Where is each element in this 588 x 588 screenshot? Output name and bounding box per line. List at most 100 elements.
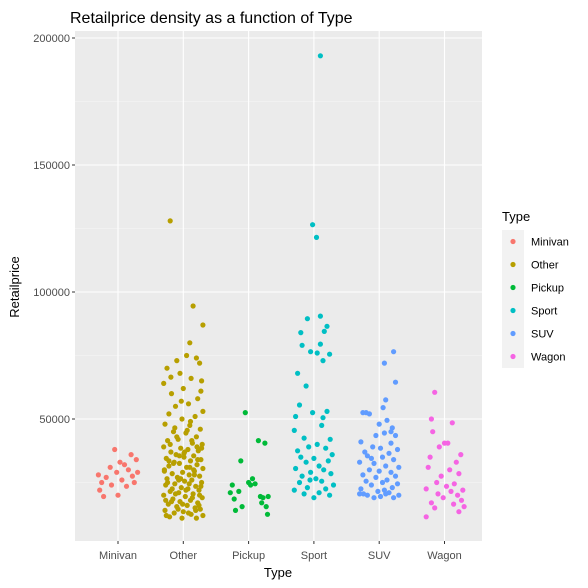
- data-point-wagon: [448, 488, 454, 494]
- data-point-sport: [330, 482, 337, 488]
- data-point-other: [172, 491, 179, 497]
- data-point-other: [172, 425, 178, 431]
- data-point-other: [169, 486, 175, 492]
- data-point-suv: [391, 457, 397, 463]
- data-point-other: [179, 416, 185, 422]
- legend-item-wagon: Wagon: [502, 345, 565, 368]
- data-point-other: [182, 493, 188, 500]
- chart-title: Retailprice density as a function of Typ…: [70, 10, 353, 27]
- data-point-pickup: [263, 504, 269, 510]
- data-point-other: [176, 460, 182, 466]
- major-gridlines: [75, 31, 482, 541]
- data-point-sport: [324, 408, 330, 414]
- data-point-other: [187, 418, 194, 425]
- data-point-other: [182, 478, 188, 484]
- data-point-minivan: [114, 469, 120, 475]
- data-point-sport: [317, 313, 323, 319]
- data-point-suv: [392, 379, 399, 385]
- data-point-wagon: [423, 514, 429, 520]
- data-point-pickup: [239, 504, 245, 510]
- data-point-pickup: [252, 481, 258, 487]
- data-point-wagon: [460, 487, 466, 493]
- data-point-suv: [368, 482, 374, 488]
- data-point-sport: [329, 452, 335, 458]
- data-point-suv: [371, 460, 377, 466]
- data-point-pickup: [255, 438, 261, 444]
- data-point-sport: [313, 234, 320, 240]
- legend-label: Sport: [531, 306, 557, 318]
- data-point-suv: [383, 463, 389, 469]
- data-point-wagon: [425, 464, 431, 470]
- x-tick-label: Minivan: [99, 550, 137, 562]
- data-point-minivan: [129, 473, 135, 479]
- data-point-sport: [304, 316, 310, 322]
- data-point-suv: [358, 486, 364, 492]
- data-point-suv: [377, 493, 384, 500]
- data-point-other: [194, 444, 200, 450]
- data-point-wagon: [458, 497, 465, 503]
- data-point-suv: [363, 478, 369, 484]
- data-point-other: [183, 487, 189, 493]
- data-point-other: [199, 378, 205, 384]
- data-point-other: [186, 472, 192, 478]
- y-axis-title: Retailprice: [7, 256, 22, 317]
- x-axis-title: Type: [264, 565, 292, 580]
- data-point-other: [194, 462, 200, 468]
- data-point-other: [172, 481, 178, 487]
- data-point-other: [180, 509, 186, 515]
- data-point-wagon: [428, 500, 434, 506]
- data-point-other: [177, 370, 183, 376]
- data-point-other: [163, 512, 169, 519]
- data-point-other: [169, 471, 175, 477]
- data-point-suv: [358, 439, 364, 445]
- data-point-other: [179, 515, 185, 521]
- data-point-sport: [306, 444, 312, 450]
- data-point-wagon: [440, 495, 446, 501]
- data-point-sport: [298, 454, 304, 460]
- data-point-sport: [314, 441, 320, 447]
- data-point-other: [200, 465, 206, 472]
- data-point-suv: [384, 477, 390, 483]
- legend-label: Other: [531, 260, 559, 272]
- data-point-other: [176, 453, 182, 459]
- y-axis: 50000 100000 150000 200000: [33, 33, 75, 426]
- data-point-sport: [310, 222, 316, 228]
- data-point-wagon: [435, 491, 441, 497]
- data-point-sport: [316, 490, 322, 496]
- data-point-wagon: [427, 454, 433, 460]
- data-point-wagon: [458, 452, 464, 458]
- data-point-wagon: [428, 416, 434, 422]
- data-point-sport: [319, 422, 325, 428]
- data-point-sport: [313, 476, 319, 482]
- data-point-other: [181, 450, 187, 456]
- data-point-pickup: [231, 496, 237, 502]
- data-point-wagon: [423, 486, 429, 492]
- data-point-minivan: [97, 487, 103, 493]
- data-point-sport: [324, 323, 330, 329]
- data-point-other: [193, 434, 199, 440]
- data-point-wagon: [461, 504, 467, 510]
- data-point-pickup: [259, 500, 265, 506]
- data-point-other: [166, 458, 172, 464]
- data-point-sport: [325, 458, 331, 464]
- data-point-other: [191, 472, 197, 478]
- data-point-sport: [320, 358, 326, 364]
- data-point-suv: [373, 432, 379, 439]
- data-point-sport: [307, 477, 313, 483]
- data-point-other: [197, 426, 203, 432]
- data-point-sport: [319, 478, 325, 484]
- data-point-suv: [396, 492, 402, 498]
- data-point-minivan: [107, 464, 113, 470]
- data-point-sport: [317, 53, 323, 59]
- data-point-other: [200, 322, 206, 328]
- data-point-sport: [323, 486, 329, 492]
- data-point-suv: [357, 491, 363, 497]
- data-point-minivan: [123, 483, 130, 489]
- data-point-other: [197, 492, 203, 498]
- data-point-other: [195, 457, 201, 463]
- data-point-other: [166, 463, 172, 469]
- data-point-other: [195, 396, 201, 402]
- data-point-sport: [320, 415, 326, 421]
- data-point-pickup: [227, 490, 233, 496]
- data-point-suv: [381, 430, 387, 436]
